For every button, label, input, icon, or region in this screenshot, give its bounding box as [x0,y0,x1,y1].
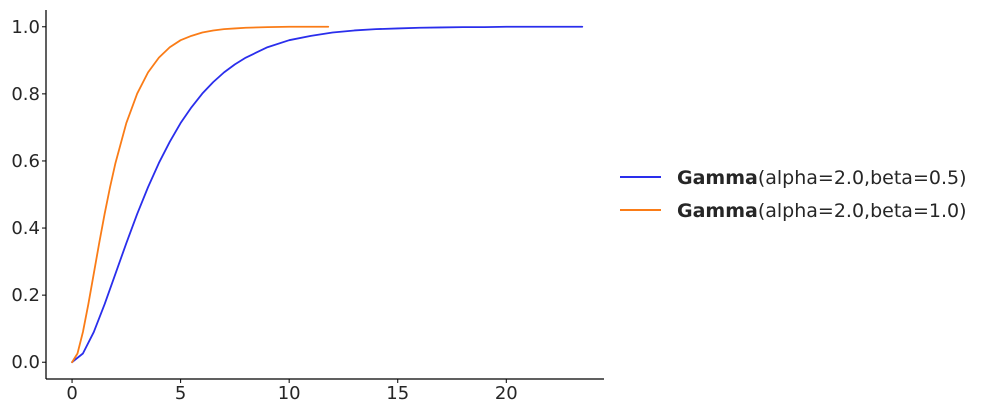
y-tick-label: 1.0 [11,17,40,38]
legend-item-1: Gamma(alpha=2.0,beta=0.5) [620,167,967,189]
series-line-1 [71,25,584,364]
series-line-2 [71,25,330,364]
legend: Gamma(alpha=2.0,beta=0.5)Gamma(alpha=2.0… [620,167,967,222]
series-lines [71,25,584,364]
legend-label-bold: Gamma [677,167,758,189]
legend-item-2: Gamma(alpha=2.0,beta=1.0) [620,200,967,222]
legend-label-params: (alpha=2.0,beta=0.5) [758,167,967,189]
x-tick-labels: 0 5 10 15 20 [66,379,518,404]
x-tick-label: 0 [66,383,77,404]
legend-label-bold: Gamma [677,200,758,222]
y-tick-label: 0.0 [11,352,40,373]
legend-label: Gamma(alpha=2.0,beta=1.0) [677,200,967,222]
y-tick-labels: 0.0 0.2 0.4 0.6 0.8 1.0 [11,17,46,373]
x-tick-label: 15 [386,383,409,404]
y-tick-label: 0.8 [11,84,40,105]
y-tick-label: 0.2 [11,285,40,306]
x-tick-label: 20 [495,383,518,404]
legend-label: Gamma(alpha=2.0,beta=0.5) [677,167,967,189]
legend-label-params: (alpha=2.0,beta=1.0) [758,200,967,222]
y-tick-label: 0.4 [11,218,40,239]
x-tick-label: 5 [175,383,186,404]
axes [45,10,604,380]
x-tick-label: 10 [278,383,301,404]
y-tick-label: 0.6 [11,151,40,172]
